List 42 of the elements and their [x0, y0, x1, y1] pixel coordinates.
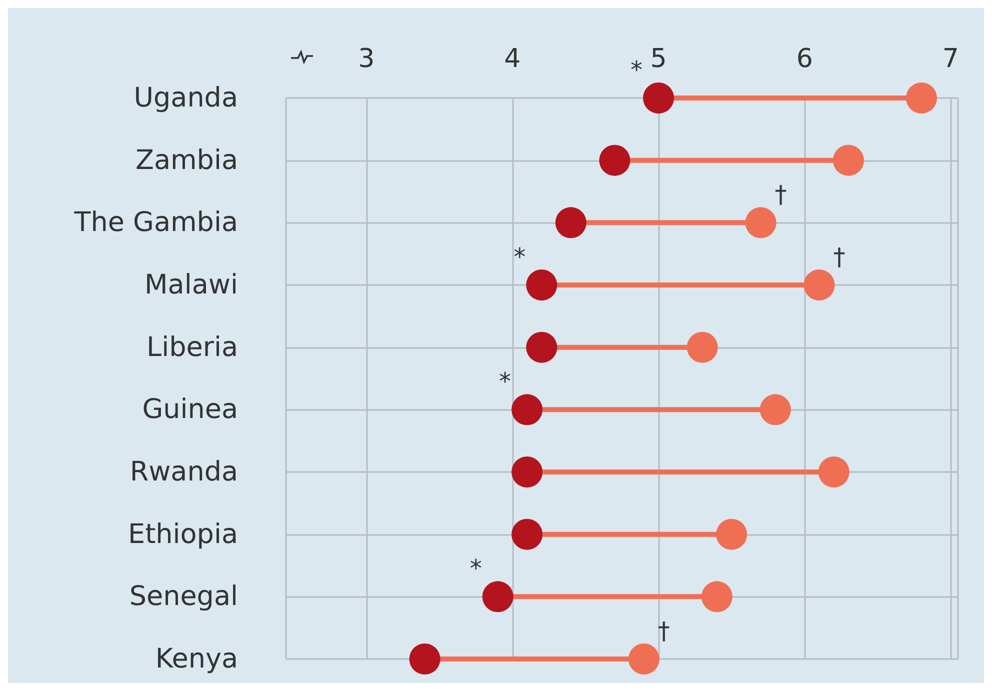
point [409, 644, 440, 674]
point [716, 518, 748, 550]
point [686, 332, 718, 363]
y-tick-label: Uganda [134, 82, 238, 114]
point [760, 394, 791, 426]
annotation: † [833, 243, 846, 271]
x-tick-label: 6 [796, 44, 813, 74]
point [818, 456, 850, 488]
annotation: * [470, 554, 482, 583]
y-tick-label: The Gambia [73, 207, 238, 238]
point [701, 581, 732, 612]
y-tick-label: Senegal [129, 581, 238, 612]
point [804, 270, 835, 300]
point [906, 82, 937, 114]
point [628, 644, 660, 674]
y-tick-label: Zambia [135, 144, 238, 176]
point [526, 332, 558, 363]
point [512, 456, 543, 488]
point [512, 394, 543, 426]
x-tick-label: 7 [942, 44, 959, 74]
annotation: * [514, 243, 526, 271]
y-tick-label: Kenya [155, 644, 238, 674]
y-tick-label: Ethiopia [128, 518, 238, 550]
y-tick-label: Rwanda [130, 456, 238, 488]
point [482, 581, 514, 612]
point [512, 518, 543, 550]
annotation: * [499, 368, 512, 396]
point [526, 270, 558, 300]
annotation: † [658, 617, 670, 645]
point [832, 144, 864, 176]
y-tick-label: Liberia [146, 332, 238, 363]
point [643, 82, 674, 114]
point [555, 207, 586, 238]
y-tick-label: Guinea [142, 394, 238, 426]
x-tick-label: 4 [504, 44, 521, 74]
x-tick-label: 3 [358, 44, 375, 74]
y-tick-label: Malawi [144, 270, 238, 300]
annotation: † [774, 180, 787, 209]
annotation: * [630, 56, 643, 84]
point [599, 144, 630, 176]
x-tick-label: 5 [650, 44, 667, 74]
point [745, 207, 776, 238]
